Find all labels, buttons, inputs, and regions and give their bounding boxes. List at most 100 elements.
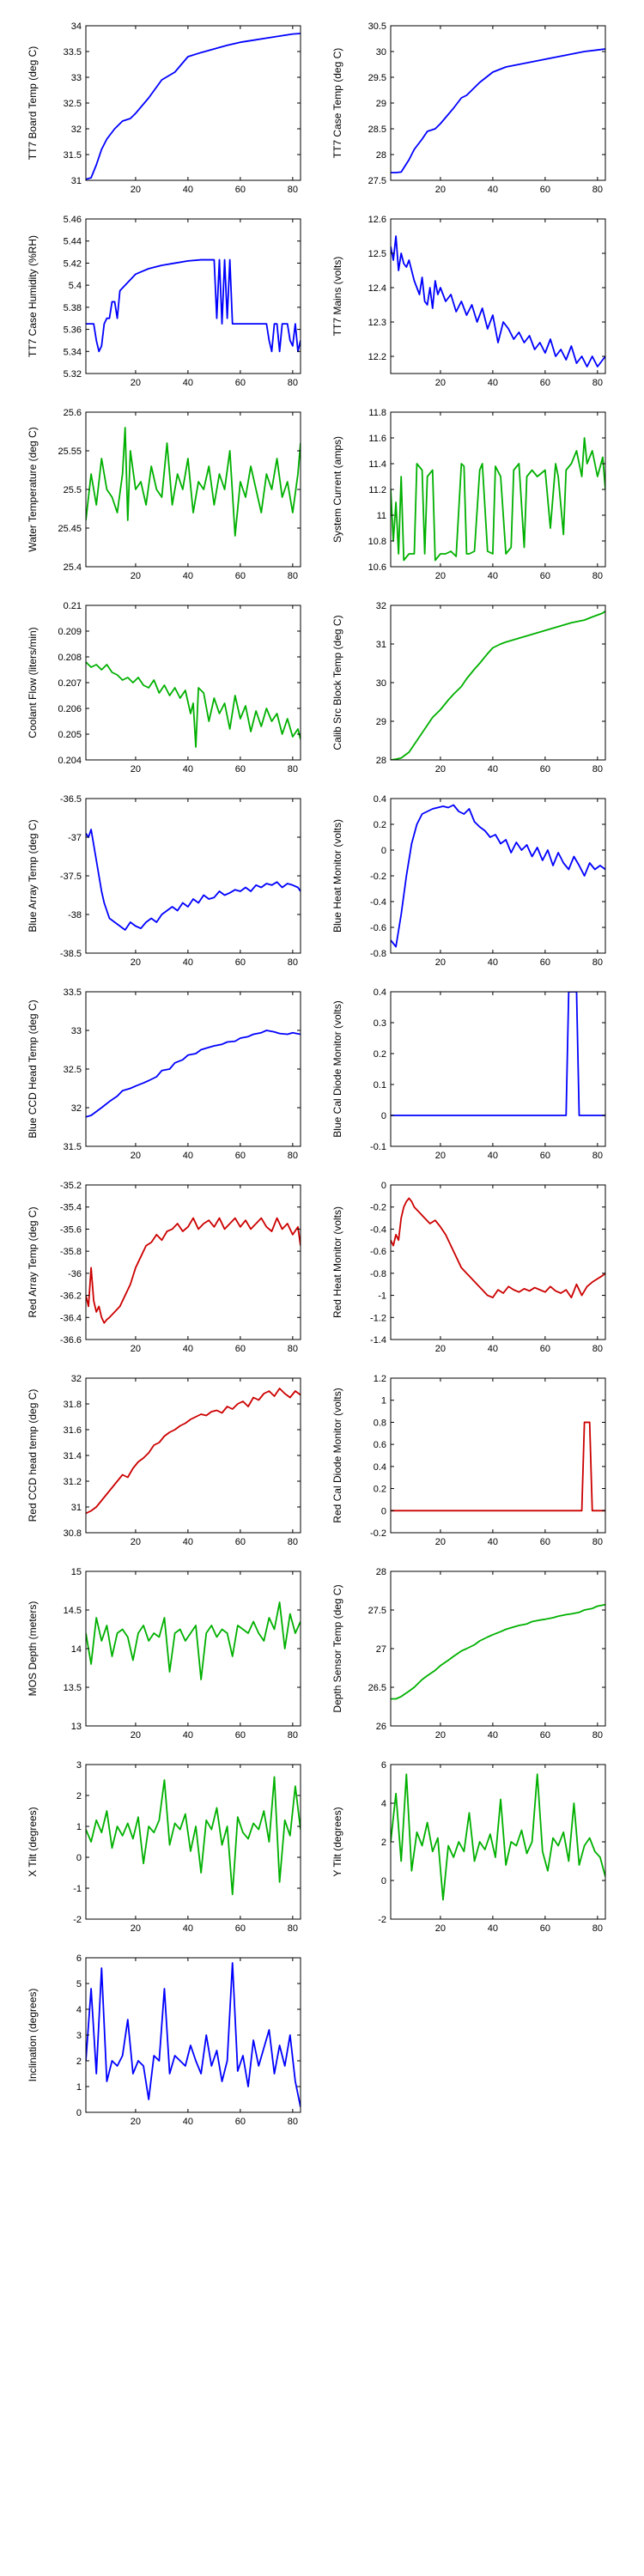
blue-array-temp-y-axis-label: Blue Array Temp (deg C) bbox=[27, 819, 39, 932]
mos-depth-x-tick-label: 40 bbox=[183, 1730, 193, 1741]
mos-depth-y-tick-label: 15 bbox=[71, 1567, 82, 1577]
y-tilt-y-tick-label: 2 bbox=[381, 1838, 386, 1848]
coolant-flow-x-tick-label: 40 bbox=[183, 764, 193, 775]
red-array-temp-y-tick-label: -35.6 bbox=[60, 1224, 82, 1235]
tt7-board-temp-y-tick-label: 31.5 bbox=[64, 150, 82, 161]
system-current-y-tick-label: 11.8 bbox=[368, 408, 386, 418]
y-tilt-series-line bbox=[391, 1773, 605, 1901]
mos-depth-y-tick-label: 14 bbox=[71, 1644, 82, 1655]
x-tilt-x-tick-label: 80 bbox=[288, 1923, 298, 1934]
calib-src-block-temp-y-tick-label: 29 bbox=[376, 717, 386, 727]
red-array-temp-series-line bbox=[86, 1217, 301, 1324]
red-ccd-head-temp-series-line bbox=[86, 1388, 301, 1515]
calib-src-block-temp-y-tick-label: 31 bbox=[376, 640, 386, 650]
coolant-flow-x-tick-label: 20 bbox=[131, 764, 141, 775]
tt7-mains-x-tick-label: 60 bbox=[540, 378, 550, 388]
blue-ccd-head-temp-y-tick-label: 33.5 bbox=[64, 987, 82, 998]
subplot-water-temperature: 20 40 60 80 25.4 25.45 25.5 25.55 25.6 Water Temp… bbox=[27, 408, 301, 581]
red-cal-diode-monitor-y-tick-label: 0.2 bbox=[374, 1485, 386, 1495]
blue-ccd-head-temp-y-tick-label: 31.5 bbox=[64, 1142, 82, 1152]
subplot-y-tilt: 20 40 60 80 -2 0 2 4 6 Y Tilt (degrees) bbox=[331, 1760, 606, 1934]
blue-heat-monitor-x-tick-label: 20 bbox=[435, 957, 446, 968]
red-cal-diode-monitor-y-tick-label: 0 bbox=[381, 1506, 386, 1516]
blue-heat-monitor-x-tick-label: 80 bbox=[592, 957, 603, 968]
tt7-case-temp-x-tick-label: 40 bbox=[488, 185, 498, 195]
x-tilt-axes-frame bbox=[85, 1764, 301, 1920]
blue-array-temp-x-tick-label: 20 bbox=[131, 957, 141, 968]
inclination-y-axis-label: Inclination (degrees) bbox=[27, 1989, 39, 2082]
system-current-x-tick-label: 80 bbox=[592, 571, 603, 581]
red-heat-monitor-y-tick-label: -1.2 bbox=[370, 1313, 386, 1323]
red-array-temp-y-tick-label: -36.2 bbox=[60, 1291, 82, 1302]
red-cal-diode-monitor-y-tick-label: 1.2 bbox=[374, 1374, 386, 1384]
tt7-case-temp-y-axis-label: TT7 Case Temp (deg C) bbox=[331, 48, 343, 159]
blue-array-temp-x-tick-label: 80 bbox=[288, 957, 298, 968]
blue-heat-monitor-y-tick-label: -0.6 bbox=[370, 923, 386, 933]
x-tilt-x-tick-label: 60 bbox=[235, 1923, 246, 1934]
red-ccd-head-temp-y-tick-label: 30.8 bbox=[64, 1528, 82, 1539]
tt7-case-humidity-y-tick-label: 5.38 bbox=[64, 303, 82, 313]
mos-depth-y-tick-label: 14.5 bbox=[64, 1606, 82, 1616]
tt7-case-humidity-x-tick-label: 40 bbox=[183, 378, 193, 388]
tt7-board-temp-y-tick-label: 33 bbox=[71, 73, 82, 83]
tt7-mains-y-axis-label: TT7 Mains (volts) bbox=[331, 257, 343, 337]
calib-src-block-temp-x-tick-label: 40 bbox=[488, 764, 498, 775]
system-current-y-tick-label: 10.6 bbox=[368, 562, 386, 573]
tt7-case-humidity-x-tick-label: 20 bbox=[131, 378, 141, 388]
blue-ccd-head-temp-y-axis-label: Blue CCD Head Temp (deg C) bbox=[27, 999, 39, 1138]
water-temperature-x-tick-label: 60 bbox=[235, 571, 246, 581]
red-heat-monitor-y-tick-label: 0 bbox=[381, 1181, 386, 1191]
subplot-mos-depth: 20 40 60 80 13 13.5 14 14.5 15 MOS Depth (meters) bbox=[27, 1567, 301, 1741]
tt7-case-temp-y-tick-label: 29.5 bbox=[368, 73, 386, 83]
subplot-x-tilt: 20 40 60 80 -2 -1 0 1 2 3 X Tilt (degrees) bbox=[27, 1760, 301, 1934]
depth-sensor-temp-y-tick-label: 28 bbox=[376, 1567, 386, 1577]
tt7-case-humidity-x-tick-label: 60 bbox=[235, 378, 246, 388]
calib-src-block-temp-series-line bbox=[391, 611, 605, 760]
blue-cal-diode-monitor-series-line bbox=[391, 992, 605, 1116]
inclination-x-tick-label: 60 bbox=[235, 2117, 246, 2127]
coolant-flow-y-tick-label: 0.206 bbox=[58, 704, 82, 714]
coolant-flow-y-tick-label: 0.209 bbox=[58, 627, 82, 637]
red-array-temp-y-axis-label: Red Array Temp (deg C) bbox=[27, 1206, 39, 1317]
depth-sensor-temp-x-tick-label: 20 bbox=[435, 1730, 446, 1741]
tt7-board-temp-y-axis-label: TT7 Board Temp (deg C) bbox=[27, 46, 39, 161]
coolant-flow-y-tick-label: 0.204 bbox=[58, 756, 82, 766]
tt7-case-humidity-y-tick-label: 5.34 bbox=[64, 347, 82, 357]
red-heat-monitor-y-tick-label: -0.2 bbox=[370, 1203, 386, 1213]
tt7-case-temp-y-tick-label: 28.5 bbox=[368, 125, 386, 135]
calib-src-block-temp-x-tick-label: 80 bbox=[592, 764, 603, 775]
water-temperature-x-tick-label: 20 bbox=[131, 571, 141, 581]
subplot-coolant-flow: 20 40 60 80 0.204 0.205 0.206 0.207 0.208 0.209 0.… bbox=[27, 601, 301, 775]
red-heat-monitor-y-tick-label: -1.4 bbox=[370, 1335, 386, 1346]
red-ccd-head-temp-y-tick-label: 31 bbox=[71, 1503, 82, 1513]
subplot-blue-array-temp: 20 40 60 80 -38.5 -38 -37.5 -37 -36.5 Blue Array … bbox=[27, 794, 301, 968]
red-heat-monitor-x-tick-label: 40 bbox=[488, 1344, 498, 1354]
coolant-flow-y-tick-label: 0.205 bbox=[58, 730, 82, 740]
tt7-case-temp-y-tick-label: 28 bbox=[376, 150, 386, 161]
tt7-mains-y-tick-label: 12.5 bbox=[368, 249, 386, 259]
system-current-y-tick-label: 11.6 bbox=[368, 434, 386, 444]
subplot-red-array-temp: 20 40 60 80 -36.6 -36.4 -36.2 -36 -35.8 -35.6 -35.… bbox=[27, 1181, 301, 1354]
blue-heat-monitor-y-tick-label: -0.4 bbox=[370, 897, 386, 908]
tt7-mains-axes-frame bbox=[390, 218, 606, 374]
subplot-depth-sensor-temp: 20 40 60 80 26 26.5 27 27.5 28 Depth Sensor Temp … bbox=[331, 1567, 606, 1741]
tt7-case-temp-x-tick-label: 60 bbox=[540, 185, 550, 195]
mos-depth-y-tick-label: 13.5 bbox=[64, 1683, 82, 1693]
blue-array-temp-axes-frame bbox=[85, 798, 301, 954]
tt7-board-temp-x-tick-label: 40 bbox=[183, 185, 193, 195]
subplot-blue-cal-diode-monitor: 20 40 60 80 -0.1 0 0.1 0.2 0.3 0.4 Blue Cal Diode … bbox=[331, 987, 606, 1161]
red-ccd-head-temp-x-tick-label: 80 bbox=[288, 1537, 298, 1547]
tt7-case-humidity-y-tick-label: 5.32 bbox=[64, 369, 82, 380]
mos-depth-y-tick-label: 13 bbox=[71, 1722, 82, 1732]
red-array-temp-y-tick-label: -35.4 bbox=[60, 1203, 82, 1213]
coolant-flow-y-tick-label: 0.207 bbox=[58, 678, 82, 689]
depth-sensor-temp-x-tick-label: 40 bbox=[488, 1730, 498, 1741]
red-cal-diode-monitor-x-tick-label: 60 bbox=[540, 1537, 550, 1547]
blue-heat-monitor-y-tick-label: 0 bbox=[381, 846, 386, 856]
inclination-series-line bbox=[86, 1962, 301, 2108]
blue-heat-monitor-axes-frame bbox=[390, 798, 606, 954]
mos-depth-x-tick-label: 80 bbox=[288, 1730, 298, 1741]
red-heat-monitor-y-tick-label: -1 bbox=[378, 1291, 386, 1302]
inclination-x-tick-label: 80 bbox=[288, 2117, 298, 2127]
red-array-temp-y-tick-label: -35.8 bbox=[60, 1247, 82, 1257]
